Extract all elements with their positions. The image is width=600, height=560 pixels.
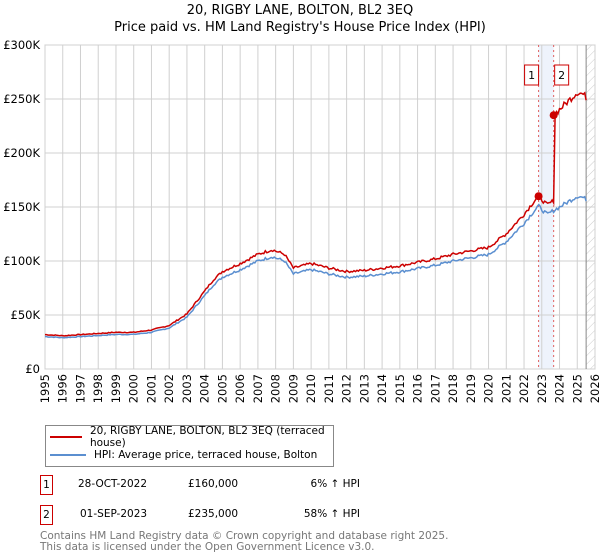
transaction-row: 2 01-SEP-2023 £235,000 58% ↑ HPI — [40, 505, 600, 525]
x-tick-label: 1996 — [56, 374, 70, 403]
transaction-marker-box: 2 — [40, 505, 53, 525]
transaction-label-box — [524, 64, 540, 86]
chart-title: 20, RIGBY LANE, BOLTON, BL2 3EQ — [186, 3, 414, 18]
transaction-hpi: 58% ↑ HPI — [303, 508, 360, 520]
x-tick-label: 1995 — [38, 374, 52, 403]
x-tick-label: 2012 — [340, 374, 354, 403]
x-tick-label: 1997 — [73, 374, 87, 403]
x-tick-label: 2009 — [286, 374, 300, 403]
chart-subtitle: Price paid vs. HM Land Registry's House … — [114, 20, 486, 35]
x-tick-label: 2015 — [393, 374, 407, 403]
legend: 20, RIGBY LANE, BOLTON, BL2 3EQ (terrace… — [45, 425, 334, 467]
x-tick-label: 2026 — [588, 374, 600, 403]
x-tick-label: 2021 — [499, 374, 513, 403]
x-tick-label: 2007 — [251, 374, 265, 403]
y-tick-label: £50K — [11, 308, 41, 322]
x-tick-label: 2011 — [322, 374, 336, 403]
x-tick-label: 2008 — [269, 374, 283, 403]
transaction-marker-box: 1 — [40, 475, 53, 495]
transaction-label: 1 — [528, 69, 535, 82]
legend-item-hpi: HPI: Average price, terraced house, Bolt… — [50, 448, 317, 462]
red-line-swatch — [50, 436, 82, 438]
y-tick-label: £300K — [3, 38, 40, 52]
x-tick-label: 2025 — [570, 374, 584, 403]
footer: Contains HM Land Registry data © Crown c… — [40, 531, 448, 552]
x-tick-label: 2002 — [162, 374, 176, 403]
transaction-point — [534, 192, 543, 201]
hpi-line — [45, 195, 587, 339]
x-tick-label: 2024 — [553, 374, 567, 403]
legend-label: HPI: Average price, terraced house, Bolt… — [94, 449, 318, 461]
x-tick-label: 2019 — [464, 374, 478, 403]
x-tick-label: 2014 — [375, 374, 389, 403]
x-tick-label: 2004 — [198, 374, 212, 403]
x-tick-label: 2003 — [180, 374, 194, 403]
x-tick-label: 2005 — [215, 374, 229, 403]
transaction-hpi: 6% ↑ HPI — [310, 478, 360, 490]
y-tick-label: £0 — [25, 362, 40, 376]
x-tick-label: 2022 — [517, 374, 531, 403]
transaction-label: 2 — [558, 69, 565, 82]
transaction-label-box — [554, 64, 570, 86]
x-tick-label: 2006 — [233, 374, 247, 403]
x-tick-label: 2023 — [535, 374, 549, 403]
x-tick-label: 2001 — [144, 374, 158, 403]
y-tick-label: £150K — [3, 200, 40, 214]
legend-item-property: 20, RIGBY LANE, BOLTON, BL2 3EQ (terrace… — [50, 425, 333, 449]
x-tick-label: 2016 — [411, 374, 425, 403]
x-tick-label: 2010 — [304, 374, 318, 403]
property-price-line — [45, 91, 587, 337]
x-tick-label: 1999 — [109, 374, 123, 403]
y-tick-label: £200K — [3, 146, 40, 160]
x-tick-label: 2000 — [127, 374, 141, 403]
footer-copyright: Contains HM Land Registry data © Crown c… — [40, 530, 449, 542]
transaction-date: 01-SEP-2023 — [80, 508, 148, 520]
y-tick-label: £100K — [3, 254, 40, 268]
blue-line-swatch — [50, 454, 86, 456]
transaction-row: 1 28-OCT-2022 £160,000 6% ↑ HPI — [40, 475, 600, 495]
transaction-point — [549, 111, 558, 120]
x-tick-label: 2017 — [428, 374, 442, 403]
x-tick-label: 2018 — [446, 374, 460, 403]
transaction-price: £160,000 — [188, 478, 239, 490]
x-tick-label: 2013 — [357, 374, 371, 403]
y-tick-label: £250K — [3, 92, 40, 106]
transaction-date: 28-OCT-2022 — [78, 478, 147, 490]
x-tick-label: 2020 — [482, 374, 496, 403]
x-tick-label: 1998 — [91, 374, 105, 403]
transaction-price: £235,000 — [188, 508, 239, 520]
plot-area: 1995 1996 1997 1998 1999 2000 2001 2002 2003 2004… — [3, 38, 600, 403]
legend-label: 20, RIGBY LANE, BOLTON, BL2 3EQ (terrace… — [89, 425, 325, 449]
footer-licence: This data is licensed under the Open Gov… — [40, 540, 375, 553]
